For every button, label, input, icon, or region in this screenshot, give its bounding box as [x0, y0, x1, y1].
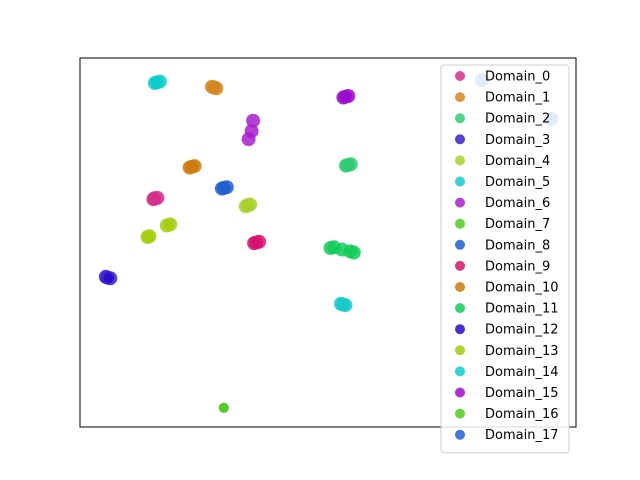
data-point: [182, 160, 197, 175]
series-domain-2: [338, 157, 358, 173]
data-point: [246, 113, 261, 128]
legend-label: Domain_10: [485, 281, 559, 296]
series-domain-9: [247, 234, 267, 251]
legend-label: Domain_2: [485, 112, 550, 127]
legend-label: Domain_11: [485, 302, 559, 317]
series-domain-12: [103, 273, 114, 284]
legend-item: Domain_9: [455, 259, 550, 274]
legend-item: Domain_11: [455, 302, 559, 317]
legend-marker: [455, 134, 465, 145]
legend-marker: [455, 71, 465, 81]
legend-marker: [455, 113, 465, 124]
data-point: [163, 217, 178, 232]
data-point: [333, 296, 348, 311]
legend-item: Domain_12: [455, 323, 559, 338]
legend-item: Domain_7: [455, 217, 550, 232]
legend-item: Domain_5: [455, 175, 550, 190]
legend-label: Domain_13: [485, 344, 559, 359]
series-domain-0: [146, 190, 165, 207]
legend-marker: [455, 282, 465, 292]
data-point: [244, 124, 259, 139]
legend-label: Domain_16: [485, 407, 559, 422]
data-point: [338, 158, 353, 173]
legend-item: Domain_10: [455, 281, 559, 296]
series-domain-14: [147, 74, 167, 91]
data-point: [214, 181, 229, 196]
legend-marker: [455, 92, 465, 103]
series-domain-15: [336, 89, 356, 105]
data-point: [204, 79, 219, 94]
legend-label: Domain_1: [485, 91, 550, 106]
legend-marker: [455, 324, 465, 335]
data-point: [140, 230, 155, 244]
legend-label: Domain_6: [485, 196, 550, 211]
series-domain-6: [241, 113, 261, 147]
legend-marker: [455, 155, 465, 166]
legend-marker: [455, 176, 465, 187]
legend-item: Domain_8: [455, 238, 550, 253]
legend-marker: [455, 239, 465, 250]
series-domain-10: [182, 159, 202, 175]
data-point: [218, 402, 229, 413]
legend-label: Domain_14: [485, 365, 559, 380]
legend-marker: [455, 366, 465, 377]
legend-label: Domain_5: [485, 175, 550, 190]
legend-label: Domain_12: [485, 323, 559, 338]
legend-item: Domain_4: [455, 154, 550, 169]
data-point: [247, 236, 262, 251]
data-point: [238, 199, 253, 214]
series-domain-5: [333, 296, 353, 313]
legend-item: Domain_3: [455, 133, 550, 148]
data-point: [103, 273, 114, 284]
legend-label: Domain_15: [485, 386, 559, 401]
legend-label: Domain_17: [485, 428, 559, 443]
legend-item: Domain_6: [455, 196, 550, 211]
legend-marker: [455, 345, 465, 356]
legend-label: Domain_0: [485, 70, 550, 85]
legend-label: Domain_9: [485, 259, 550, 274]
series-domain-8: [214, 180, 234, 196]
legend-marker: [455, 408, 465, 419]
legend-item: Domain_16: [455, 407, 559, 422]
legend-item: Domain_0: [455, 70, 550, 85]
series-domain-4: [238, 197, 258, 214]
series-domain-13: [140, 217, 178, 244]
data-point: [336, 90, 351, 105]
data-point: [334, 242, 349, 257]
legend-label: Domain_8: [485, 238, 550, 253]
legend: Domain_0 Domain_1 Domain_2 Domain_3 Domain_4…: [440, 64, 570, 454]
legend-marker: [455, 260, 465, 271]
legend-label: Domain_3: [485, 133, 550, 148]
legend-marker: [455, 218, 465, 229]
series-domain-16: [218, 402, 229, 413]
legend-item: Domain_13: [455, 344, 559, 359]
legend-marker: [455, 303, 465, 314]
series-domain-11: [323, 240, 361, 260]
data-point: [147, 76, 162, 91]
legend-item: Domain_1: [455, 91, 550, 106]
legend-item: Domain_17: [455, 428, 559, 443]
legend-box: [440, 64, 570, 454]
data-point: [146, 192, 161, 207]
legend-marker: [455, 387, 465, 398]
legend-item: Domain_14: [455, 365, 559, 380]
legend-marker: [455, 429, 465, 440]
legend-item: Domain_2: [455, 112, 550, 127]
legend-label: Domain_7: [485, 217, 550, 232]
legend-label: Domain_4: [485, 154, 550, 169]
legend-item: Domain_15: [455, 386, 559, 401]
legend-marker: [455, 197, 465, 208]
series-domain-1: [204, 79, 224, 96]
plot-frame: [79, 57, 577, 428]
